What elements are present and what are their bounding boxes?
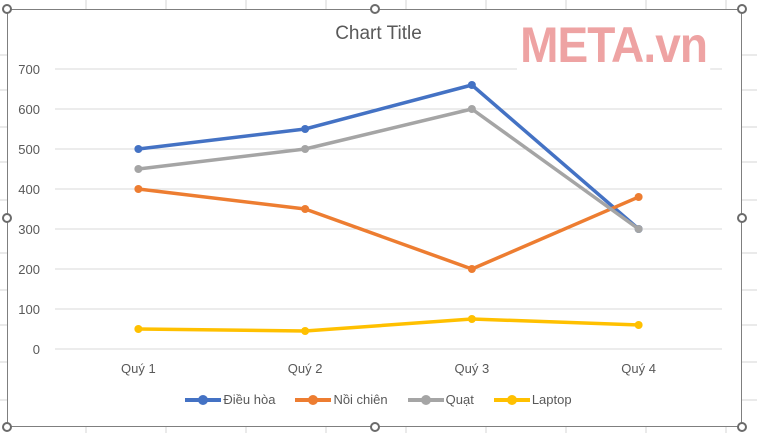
resize-handle-top-right[interactable] [737, 4, 747, 14]
watermark-logo: META.vn [517, 19, 711, 71]
data-point-marker[interactable] [134, 325, 143, 333]
y-axis-tick-label: 0 [33, 342, 40, 357]
data-point-marker[interactable] [301, 125, 310, 133]
legend-item-dieu-hoa[interactable]: Điều hòa [185, 392, 275, 407]
x-axis-tick-label: Quý 2 [288, 361, 323, 376]
y-axis-tick-label: 300 [18, 222, 40, 237]
resize-handle-middle-right[interactable] [737, 213, 747, 223]
legend-item-quat[interactable]: Quạt [407, 392, 474, 407]
chart-area[interactable] [7, 9, 742, 427]
data-point-marker[interactable] [634, 193, 643, 201]
y-gridlines: 0 100 200 300 400 500 600 700 [18, 62, 722, 357]
line-marker-icon [295, 394, 332, 405]
resize-handle-middle-left[interactable] [2, 213, 12, 223]
chart-title[interactable]: Chart Title [335, 23, 422, 44]
x-axis-tick-label: Quý 4 [621, 361, 656, 376]
line-marker-icon [185, 394, 222, 405]
legend-label: Laptop [531, 392, 572, 407]
data-point-marker[interactable] [467, 315, 476, 323]
resize-handle-bottom-center[interactable] [370, 422, 380, 432]
resize-handle-top-left[interactable] [2, 4, 12, 14]
data-point-marker[interactable] [467, 265, 476, 273]
data-point-marker[interactable] [467, 105, 476, 113]
data-point-marker[interactable] [301, 145, 310, 153]
series-line[interactable] [134, 315, 643, 335]
data-point-marker[interactable] [467, 81, 476, 89]
x-axis: Quý 1 Quý 2 Quý 3 Quý 4 [121, 361, 656, 376]
y-axis-tick-label: 400 [18, 182, 40, 197]
data-point-marker[interactable] [134, 145, 143, 153]
legend-label: Quạt [445, 392, 474, 407]
chart-legend[interactable]: Điều hòa Nồi chiên Quạt Laptop [0, 392, 757, 407]
data-point-marker[interactable] [301, 205, 310, 213]
y-axis-tick-label: 100 [18, 302, 40, 317]
resize-handle-bottom-right[interactable] [737, 422, 747, 432]
data-point-marker[interactable] [634, 321, 643, 329]
line-path[interactable] [136, 187, 641, 271]
legend-item-noi-chien[interactable]: Nồi chiên [295, 392, 388, 407]
series-line[interactable] [134, 105, 643, 233]
data-point-marker[interactable] [301, 327, 310, 335]
series-line[interactable] [134, 185, 643, 273]
data-point-marker[interactable] [134, 185, 143, 193]
x-axis-tick-label: Quý 3 [455, 361, 490, 376]
line-path[interactable] [136, 107, 641, 231]
legend-label: Nồi chiên [333, 392, 388, 407]
y-axis-tick-label: 700 [18, 62, 40, 77]
data-point-marker[interactable] [134, 165, 143, 173]
y-axis-tick-label: 200 [18, 262, 40, 277]
line-path[interactable] [136, 83, 641, 231]
y-axis-tick-label: 500 [18, 142, 40, 157]
resize-handle-top-center[interactable] [370, 4, 380, 14]
y-axis-tick-label: 600 [18, 102, 40, 117]
data-point-marker[interactable] [634, 225, 643, 233]
legend-item-laptop[interactable]: Laptop [493, 392, 572, 407]
series-line[interactable] [134, 81, 643, 233]
line-marker-icon [407, 394, 444, 405]
line-path[interactable] [136, 317, 641, 333]
line-marker-icon [493, 394, 530, 405]
legend-label: Điều hòa [223, 392, 276, 407]
resize-handle-bottom-left[interactable] [2, 422, 12, 432]
x-axis-tick-label: Quý 1 [121, 361, 156, 376]
